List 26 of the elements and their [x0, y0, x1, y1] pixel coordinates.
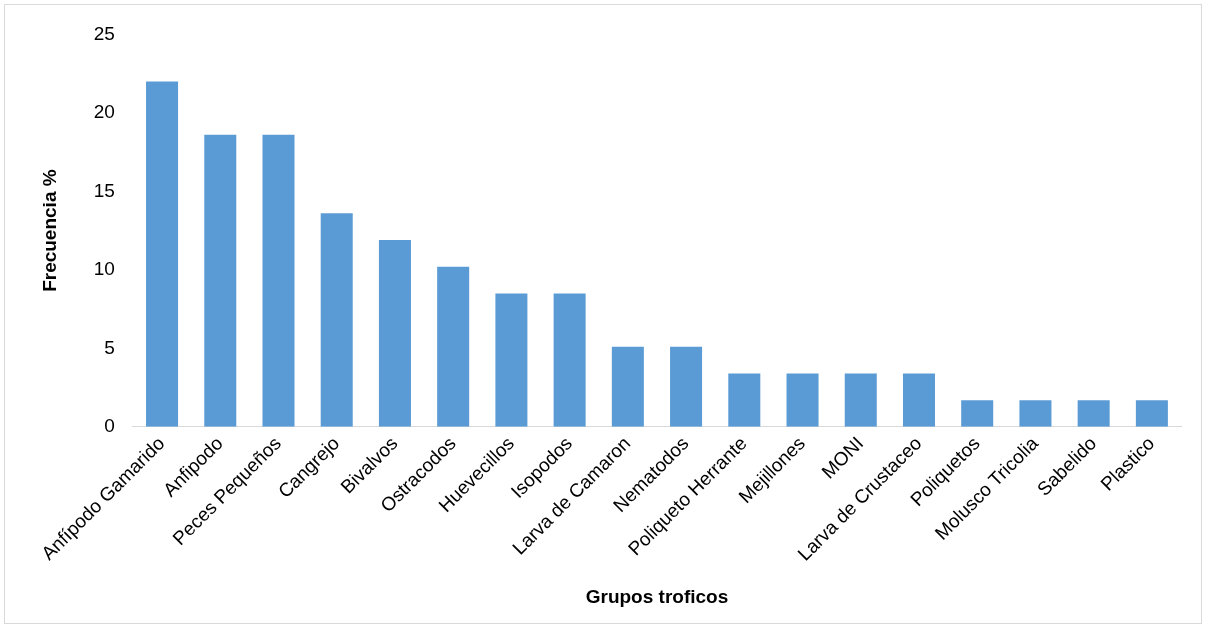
- y-tick-label: 10: [93, 258, 115, 280]
- y-tick-label: 20: [93, 101, 115, 123]
- bar: [611, 346, 644, 427]
- bar: [1077, 400, 1110, 427]
- y-tick-label: 15: [93, 179, 115, 201]
- bar: [495, 293, 528, 427]
- bar: [262, 134, 295, 427]
- bar: [902, 373, 935, 427]
- bar: [553, 293, 586, 427]
- x-axis-title: Grupos troficos: [585, 585, 729, 607]
- bar: [437, 266, 470, 427]
- bar: [1135, 400, 1168, 427]
- y-tick-label: 0: [104, 415, 115, 437]
- y-axis-title: Frecuencia %: [38, 169, 60, 292]
- bar: [728, 373, 761, 427]
- bar: [320, 213, 353, 427]
- bar: [146, 81, 179, 427]
- bar: [670, 346, 703, 427]
- y-tick-label: 25: [93, 22, 115, 44]
- y-tick-label: 5: [104, 336, 115, 358]
- bar: [961, 400, 994, 427]
- bar: [204, 134, 237, 427]
- bar: [378, 240, 411, 427]
- bar: [786, 373, 819, 427]
- bar: [844, 373, 877, 427]
- bar: [1019, 400, 1052, 427]
